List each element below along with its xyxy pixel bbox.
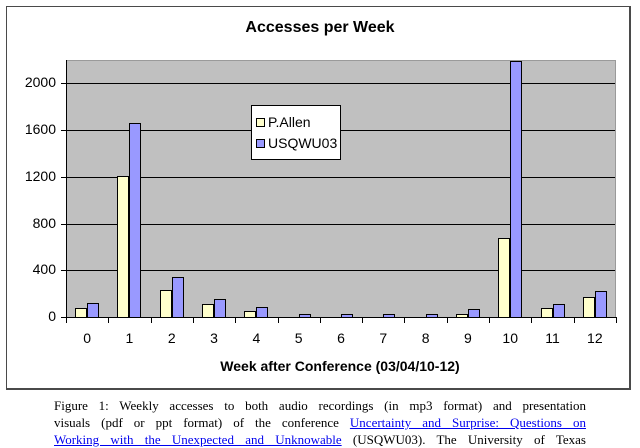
conference-link-continued[interactable]: Working with the Unexpected and Unknowab…: [54, 432, 342, 447]
legend-item-usqwu03: USQWU03: [256, 134, 337, 152]
gridline: [66, 270, 615, 272]
x-tick-label: 6: [337, 330, 345, 346]
legend-label: USQWU03: [268, 135, 338, 151]
bar-usqwu03-week-3: [214, 299, 227, 317]
y-tick-label: 2000: [24, 74, 56, 91]
y-tick: [61, 130, 66, 132]
bar-p-allen-week-10: [498, 238, 511, 317]
x-tick-label: 10: [502, 330, 518, 346]
x-tick-label: 11: [545, 330, 560, 346]
bar-usqwu03-week-5: [298, 314, 311, 317]
bar-usqwu03-week-0: [87, 303, 100, 317]
caption-text: (USQWU03). The University of Texas: [341, 432, 586, 447]
bar-usqwu03-week-7: [383, 314, 396, 317]
x-tick: [489, 317, 491, 323]
bar-usqwu03-week-6: [341, 314, 353, 317]
x-axis: [62, 317, 616, 318]
plot-area: [66, 60, 616, 317]
legend-item-p-allen: P.Allen: [256, 113, 311, 131]
legend: P.Allen USQWU03: [251, 105, 341, 160]
x-tick: [235, 317, 237, 323]
x-tick: [531, 317, 533, 323]
x-axis-title: Week after Conference (03/04/10-12): [220, 358, 460, 374]
y-tick-label: 800: [32, 214, 56, 231]
y-tick: [61, 317, 66, 318]
bar-usqwu03-week-12: [594, 291, 607, 317]
y-tick-label: 400: [32, 261, 56, 278]
figure-caption: Figure 1: Weekly accesses to both audio …: [54, 397, 586, 448]
gridline: [66, 83, 615, 85]
x-tick: [150, 317, 152, 323]
gridline: [66, 176, 615, 178]
bar-p-allen-week-2: [159, 290, 172, 317]
bar-usqwu03-week-10: [510, 61, 523, 317]
x-tick: [66, 317, 67, 323]
x-tick: [616, 317, 617, 323]
bar-usqwu03-week-2: [171, 277, 184, 317]
caption-text: visuals (pdf or ppt format) of the confe…: [54, 415, 350, 430]
y-tick: [61, 270, 66, 272]
x-tick-label: 2: [167, 330, 176, 346]
bar-usqwu03-week-8: [425, 314, 438, 317]
x-tick: [362, 317, 364, 323]
x-tick: [277, 317, 279, 323]
x-tick-label: 1: [125, 330, 134, 346]
bar-usqwu03-week-11: [552, 304, 565, 317]
legend-label: P.Allen: [268, 114, 311, 130]
x-tick-label: 8: [421, 330, 430, 346]
x-tick: [404, 317, 406, 323]
chart-title: Accesses per Week: [245, 19, 395, 36]
bar-p-allen-week-3: [202, 304, 215, 317]
y-axis: [66, 60, 67, 318]
x-tick-label: 3: [210, 330, 218, 346]
caption-line-1: Figure 1: Weekly accesses to both audio …: [54, 398, 586, 413]
x-tick: [192, 317, 194, 323]
bar-usqwu03-week-1: [129, 123, 142, 317]
conference-link[interactable]: Uncertainty and Surprise: Questions on: [349, 415, 586, 430]
caption-line-3: Working with the Unexpected and Unknowab…: [54, 431, 586, 448]
bar-p-allen-week-4: [244, 311, 257, 317]
bar-p-allen-week-12: [582, 297, 595, 317]
gridline: [66, 223, 615, 225]
y-tick: [61, 176, 66, 178]
x-tick: [319, 317, 321, 323]
x-tick-label: 0: [83, 330, 92, 346]
bar-usqwu03-week-9: [467, 309, 480, 317]
y-tick-label: 1600: [24, 121, 56, 138]
bar-p-allen-week-0: [75, 308, 88, 317]
y-tick-label: 1200: [24, 167, 56, 184]
x-tick-label: 4: [252, 330, 261, 346]
legend-swatch-icon: [256, 138, 265, 148]
x-tick: [108, 317, 110, 323]
y-tick-label: 0: [48, 308, 56, 324]
y-tick: [61, 223, 66, 225]
x-tick-label: 5: [294, 330, 303, 346]
x-tick-label: 12: [587, 330, 603, 346]
x-tick-label: 9: [464, 330, 472, 346]
bar-p-allen-week-11: [540, 308, 553, 317]
bar-p-allen-week-9: [455, 314, 468, 317]
bar-usqwu03-week-4: [256, 307, 269, 317]
x-tick: [573, 317, 575, 323]
x-tick: [446, 317, 448, 323]
x-tick-label: 7: [379, 330, 388, 346]
caption-line-2: visuals (pdf or ppt format) of the confe…: [54, 414, 586, 431]
y-tick: [61, 83, 66, 85]
legend-swatch-icon: [256, 117, 265, 127]
bar-p-allen-week-1: [117, 176, 130, 317]
